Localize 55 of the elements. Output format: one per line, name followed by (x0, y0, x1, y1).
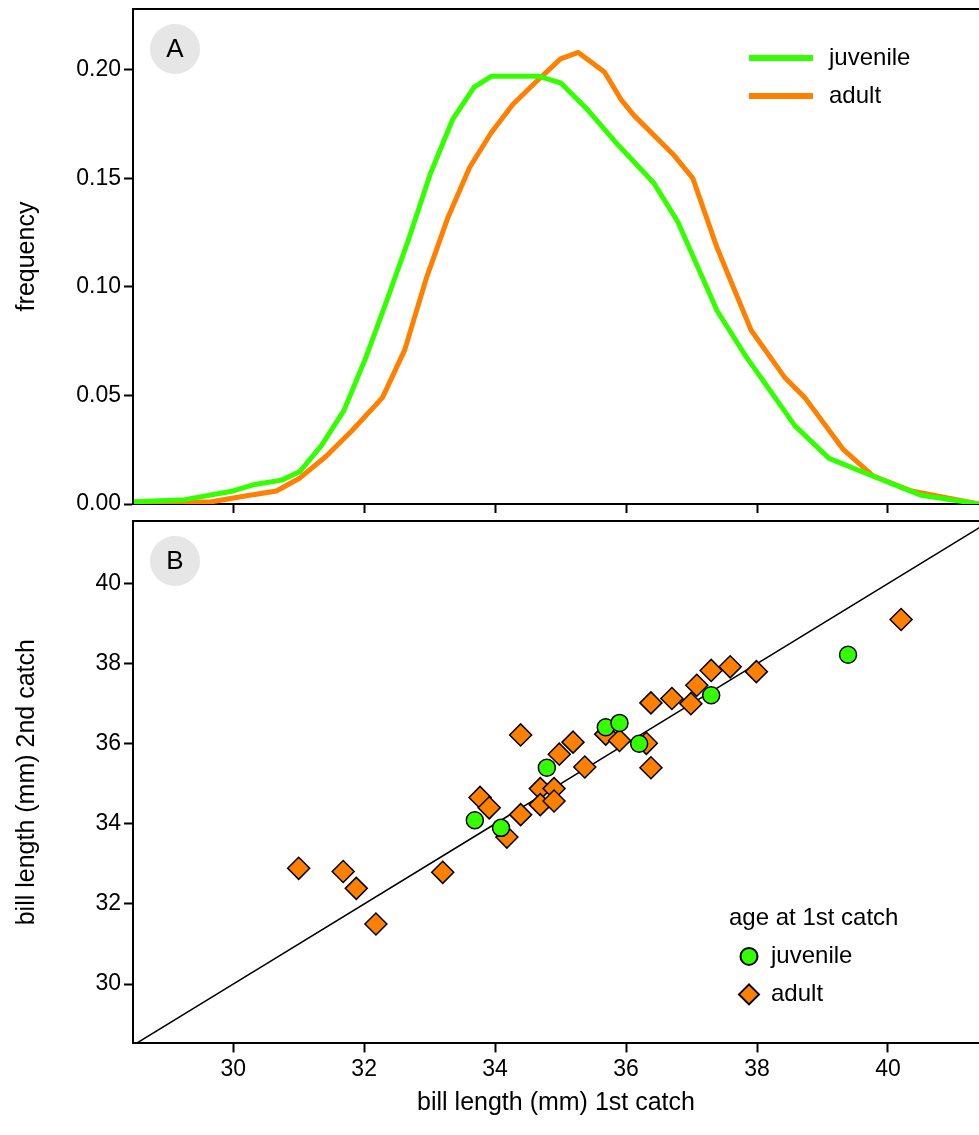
point (744, 659, 769, 684)
x-tick-label: 36 (613, 1054, 639, 1081)
y-tick-label: 0.15 (76, 163, 121, 190)
y-axis-title: frequency (10, 201, 39, 312)
point (889, 607, 913, 632)
point (629, 734, 649, 753)
x-tick-label: 32 (351, 1054, 377, 1081)
point (718, 655, 742, 679)
point (430, 860, 455, 885)
legend-label: adult (829, 80, 882, 108)
x-tick-label: 34 (482, 1054, 509, 1081)
point (547, 742, 572, 766)
annotation: B (166, 545, 184, 576)
point (573, 755, 597, 779)
y-tick-label: 0.20 (76, 55, 121, 82)
legend-label: adult (771, 979, 824, 1007)
x-tick-label: 40 (875, 1054, 901, 1081)
point (286, 856, 311, 881)
point (491, 818, 511, 838)
point (639, 756, 663, 780)
point (508, 802, 533, 827)
y-tick-label: 32 (95, 889, 121, 916)
point (701, 686, 721, 705)
point (537, 758, 557, 778)
y-tick-label: 36 (95, 729, 121, 756)
point (660, 686, 684, 711)
y-tick-label: 30 (95, 969, 121, 996)
y-tick-label: 0.05 (76, 380, 121, 407)
point (639, 691, 663, 715)
legend-label: juvenile (828, 42, 911, 70)
y-tick-label: 40 (95, 568, 121, 595)
point (838, 645, 858, 665)
point (610, 713, 629, 733)
y-tick-label: 38 (95, 648, 121, 675)
y-tick-label: 0.10 (76, 272, 121, 299)
point (561, 730, 585, 754)
point (508, 723, 533, 747)
point (344, 876, 369, 901)
point (465, 811, 485, 830)
annotation: A (166, 33, 185, 64)
y-tick-label: 34 (95, 809, 122, 836)
x-tick-label: 38 (744, 1054, 770, 1081)
point (542, 789, 566, 813)
point (331, 859, 355, 884)
y-axis-title: bill length (mm) 2nd catch (10, 639, 39, 926)
point (685, 673, 709, 697)
point (699, 658, 723, 683)
legend-label: juvenile (770, 941, 853, 969)
point (364, 912, 388, 936)
y-tick-label: 0.00 (76, 489, 121, 516)
point (477, 796, 501, 820)
x-tick-label: 30 (220, 1054, 246, 1081)
point (679, 691, 703, 716)
legend-title: age at 1st catch (729, 903, 899, 931)
x-axis-title: bill length (mm) 1st catch (417, 1086, 695, 1115)
